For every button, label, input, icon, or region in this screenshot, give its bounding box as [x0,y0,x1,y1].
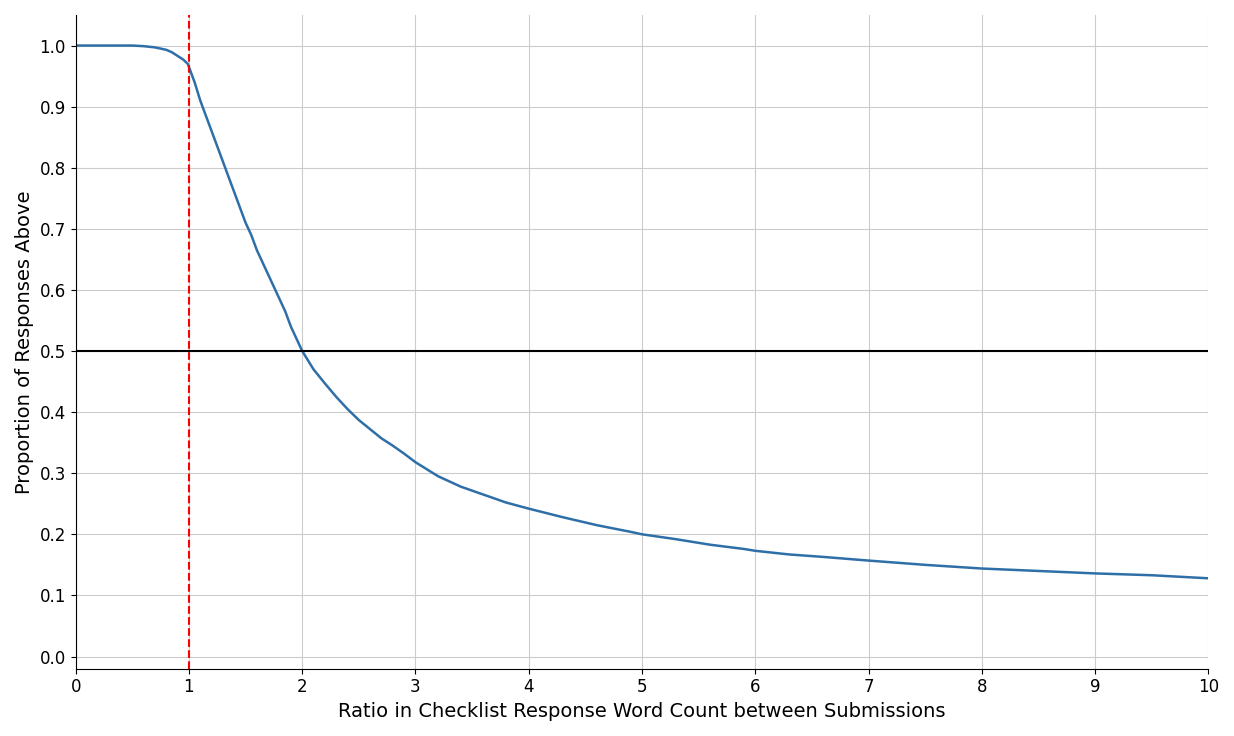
X-axis label: Ratio in Checklist Response Word Count between Submissions: Ratio in Checklist Response Word Count b… [338,702,945,721]
Y-axis label: Proportion of Responses Above: Proportion of Responses Above [15,190,35,494]
